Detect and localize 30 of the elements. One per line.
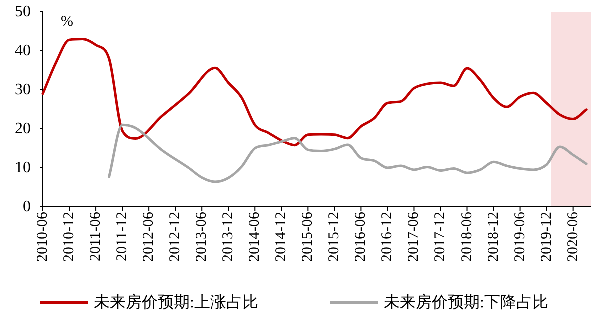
y-tick-label: 10 [15, 160, 31, 176]
y-tick-label: 20 [15, 120, 31, 138]
y-tick-label: 30 [15, 82, 31, 98]
x-tick-label: 2010-06 [35, 212, 51, 262]
x-tick-label: 2015-06 [300, 212, 316, 262]
legend-label: 未来房价预期:下降占比 [384, 294, 548, 312]
x-tick-label: 2017-06 [406, 212, 422, 262]
x-tick-label: 2019-12 [538, 212, 555, 262]
x-tick-label: 2019-06 [512, 212, 528, 262]
x-tick-label: 2012-06 [141, 212, 158, 262]
x-tick-label: 2017-12 [432, 212, 449, 262]
x-tick-label: 2014-06 [247, 212, 264, 262]
x-tick-label: 2016-06 [353, 212, 370, 262]
x-tick-label: 2011-12 [114, 212, 131, 262]
legend-label: 未来房价预期:上涨占比 [94, 294, 258, 312]
y-tick-label: 50 [15, 4, 31, 20]
x-tick-label: 2014-12 [274, 212, 290, 262]
y-tick-label: 0 [23, 198, 31, 216]
y-axis-title: % [61, 14, 74, 30]
x-tick-label: 2020-06 [565, 212, 582, 262]
x-tick-label: 2011-06 [88, 212, 104, 262]
x-tick-label: 2010-12 [62, 212, 78, 262]
x-tick-label: 2013-06 [194, 212, 210, 262]
x-tick-label: 2016-12 [380, 212, 396, 262]
x-tick-label: 2018-12 [486, 212, 502, 262]
y-tick-label: 40 [15, 42, 31, 60]
x-tick-label: 2018-06 [459, 212, 476, 262]
x-tick-label: 2013-12 [220, 212, 237, 262]
x-tick-label: 2015-12 [326, 212, 343, 262]
x-tick-label: 2012-12 [168, 212, 184, 262]
